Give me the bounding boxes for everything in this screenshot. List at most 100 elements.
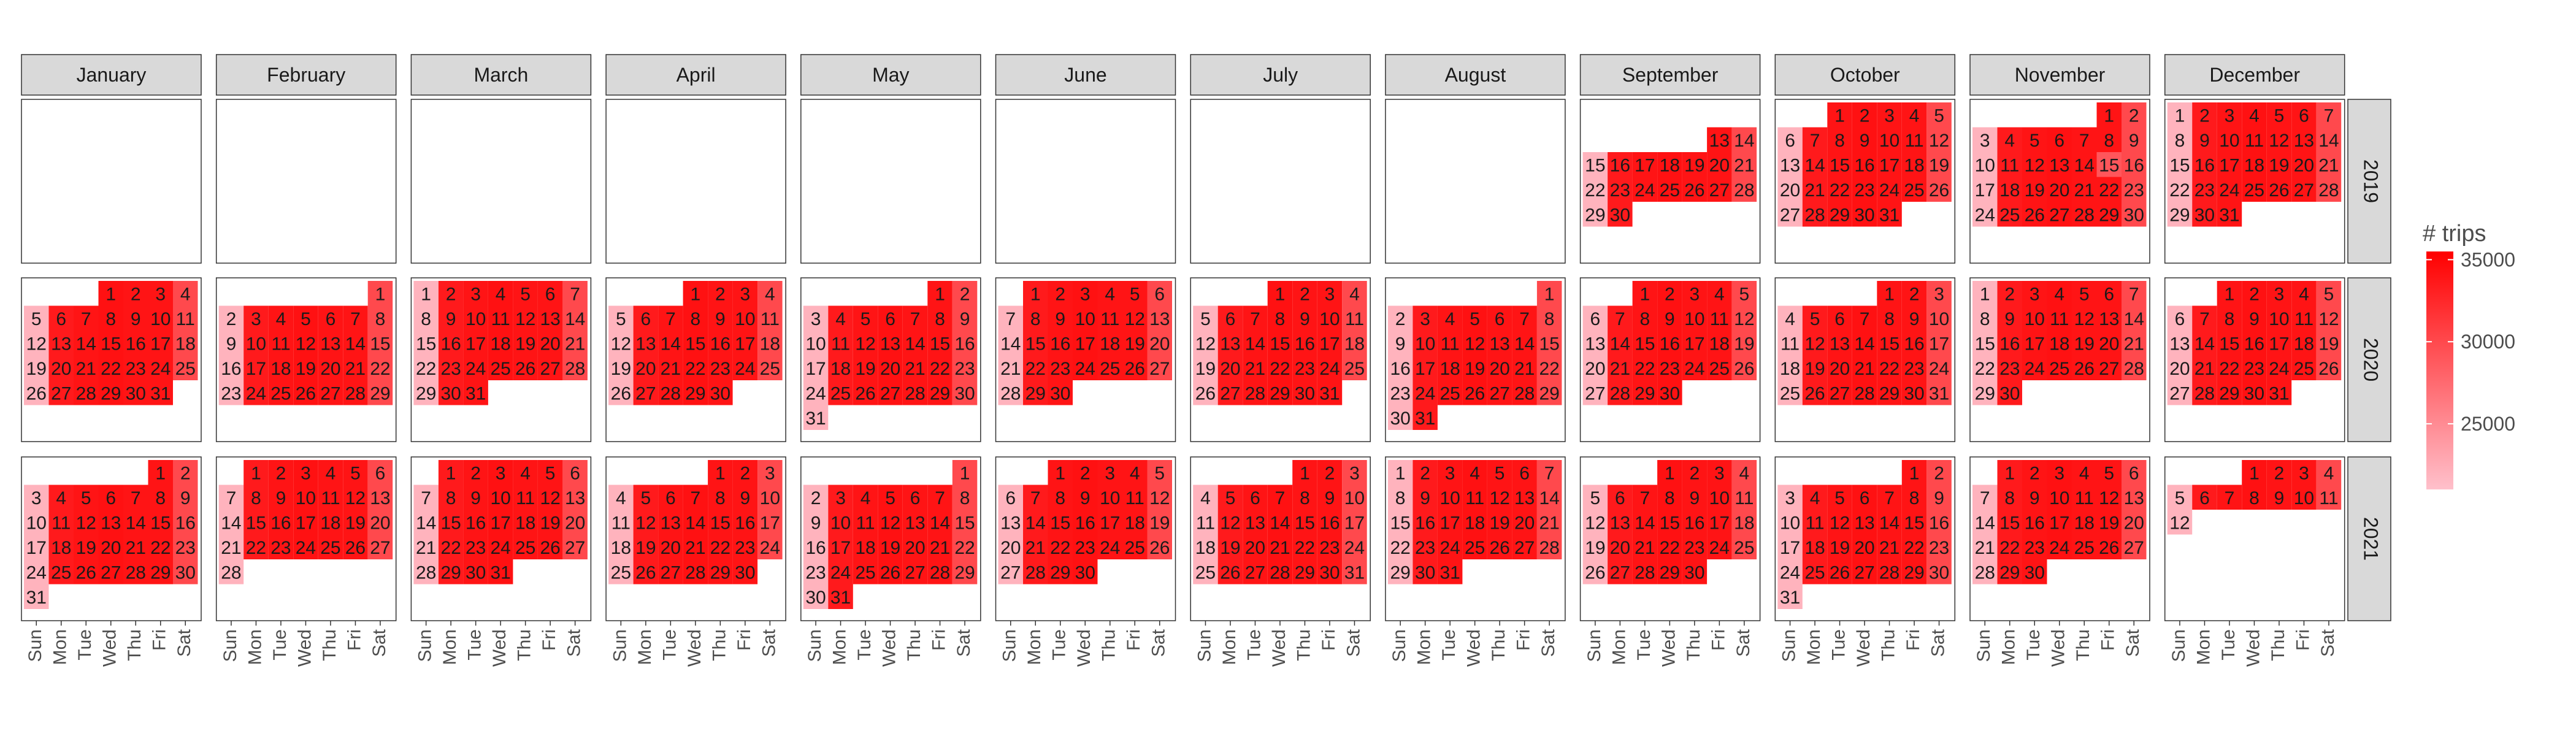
day-number: 7 [350, 309, 361, 329]
day-number: 17 [1100, 513, 1120, 533]
weekday-tick-label: Thu [709, 629, 729, 661]
day-number: 8 [935, 309, 945, 329]
day-number: 13 [2124, 488, 2144, 508]
day-cell [1997, 127, 2022, 152]
day-cell [2316, 355, 2342, 380]
day-number: 5 [2104, 463, 2114, 483]
day-cell [658, 355, 683, 380]
day-number: 27 [1489, 383, 1509, 404]
day-number: 19 [296, 359, 316, 379]
day-cell [1972, 331, 1998, 356]
day-number: 4 [56, 488, 66, 508]
day-number: 23 [440, 359, 461, 379]
weekday-tick-label: Thu [1878, 629, 1898, 661]
day-number: 30 [126, 383, 146, 404]
day-number: 19 [1585, 538, 1605, 558]
day-number: 8 [1395, 488, 1406, 508]
day-number: 10 [2294, 488, 2314, 508]
day-number: 29 [1660, 562, 1680, 583]
day-cell [2291, 152, 2317, 177]
day-number: 1 [1030, 284, 1041, 304]
day-cell [2022, 127, 2047, 152]
day-cell [488, 305, 513, 331]
day-number: 3 [1080, 284, 1091, 304]
day-cell [1852, 355, 1877, 380]
day-cell [123, 380, 148, 405]
day-number: 6 [375, 463, 386, 483]
day-number: 29 [1270, 383, 1290, 404]
day-number: 4 [861, 488, 871, 508]
day-number: 15 [1295, 513, 1315, 533]
day-cell [1926, 380, 1952, 405]
day-cell [853, 305, 878, 331]
day-cell [123, 485, 148, 510]
day-cell [2167, 331, 2193, 356]
day-number: 22 [1904, 538, 1924, 558]
day-number: 3 [835, 488, 846, 508]
month-strip [1774, 54, 1956, 96]
day-cell [2192, 355, 2217, 380]
day-number: 10 [1709, 488, 1730, 508]
day-number: 3 [155, 284, 166, 304]
day-number: 4 [496, 284, 506, 304]
day-number: 15 [1830, 155, 1850, 175]
day-number: 26 [1804, 383, 1825, 404]
day-number: 9 [1420, 488, 1430, 508]
day-number: 21 [1270, 538, 1290, 558]
day-cell [1657, 305, 1682, 331]
day-cell [1342, 355, 1367, 380]
day-cell [413, 380, 439, 405]
day-cell [658, 331, 683, 356]
day-cell [1827, 305, 1852, 331]
day-cell [513, 281, 538, 306]
day-cell [2096, 102, 2122, 128]
day-cell [1877, 380, 1902, 405]
day-number: 27 [635, 383, 656, 404]
day-number: 21 [1539, 513, 1559, 533]
day-cell [1342, 305, 1367, 331]
day-number: 17 [26, 538, 47, 558]
day-number: 23 [126, 359, 146, 379]
day-cell [1608, 355, 1633, 380]
day-number: 24 [760, 538, 780, 558]
day-cell [488, 355, 513, 380]
day-cell [2122, 127, 2147, 152]
day-number: 4 [520, 463, 531, 483]
day-cell [2242, 152, 2267, 177]
day-cell [1901, 331, 1927, 356]
day-cell [2242, 380, 2267, 405]
day-number: 22 [1025, 359, 1046, 379]
day-number: 15 [370, 334, 390, 354]
month-strip-label: December [2209, 64, 2300, 86]
day-cell [1682, 281, 1708, 306]
day-number: 10 [2269, 309, 2289, 329]
day-number: 2 [811, 488, 821, 508]
day-number: 18 [515, 513, 535, 533]
day-number: 18 [1734, 513, 1754, 533]
day-number: 25 [1125, 538, 1145, 558]
day-cell [1972, 152, 1998, 177]
panel-border [410, 99, 592, 264]
day-number: 16 [710, 334, 730, 354]
month-strip [1190, 54, 1371, 96]
weekday-tick-label: Sat [1928, 629, 1948, 657]
day-number: 26 [1830, 562, 1850, 583]
day-cell [562, 305, 588, 331]
day-number: 8 [1665, 488, 1675, 508]
day-number: 25 [830, 383, 851, 404]
day-cell [1997, 331, 2022, 356]
day-number: 6 [2104, 284, 2114, 304]
month-strip-label: July [1263, 64, 1298, 86]
day-number: 2 [446, 284, 456, 304]
day-number: 15 [246, 513, 266, 533]
day-number: 8 [691, 309, 701, 329]
day-number: 9 [2199, 131, 2210, 151]
day-number: 22 [150, 538, 171, 558]
day-cell [1877, 152, 1902, 177]
day-number: 22 [2099, 180, 2119, 201]
day-cell [98, 281, 123, 306]
day-number: 14 [1879, 513, 1899, 533]
day-number: 18 [270, 359, 291, 379]
day-number: 5 [2175, 488, 2185, 508]
day-number: 23 [1904, 359, 1924, 379]
